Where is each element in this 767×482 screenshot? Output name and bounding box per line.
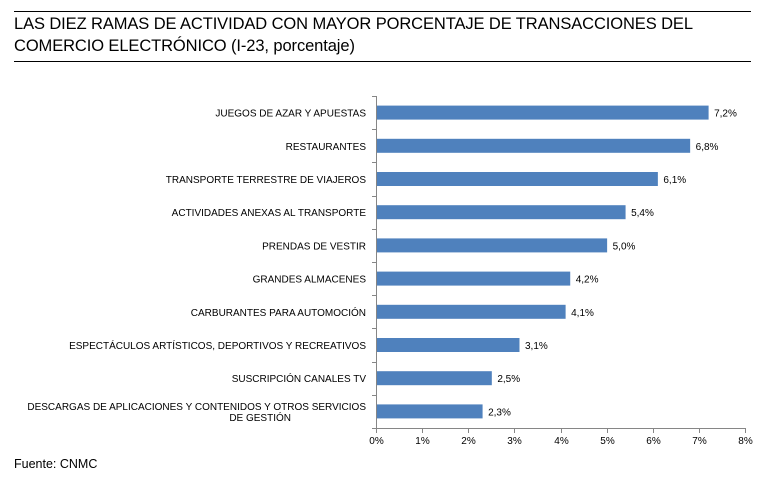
x-tick-label: 3% — [507, 436, 522, 447]
bar — [376, 105, 709, 120]
x-tick-label: 8% — [738, 436, 753, 447]
category-label: JUEGOS DE AZAR Y APUESTAS — [215, 109, 366, 120]
bar — [376, 138, 691, 153]
category-label-line: ESPECTÁCULOS ARTÍSTICOS, DEPORTIVOS Y RE… — [69, 339, 366, 352]
bar — [376, 205, 626, 220]
category-label-line: ACTIVIDADES ANEXAS AL TRANSPORTE — [172, 208, 367, 219]
chart-title-line-1: LAS DIEZ RAMAS DE ACTIVIDAD CON MAYOR PO… — [14, 15, 693, 33]
bar — [376, 338, 520, 352]
bar — [376, 238, 608, 253]
data-label: 2,3% — [488, 407, 511, 418]
category-label-line: SUSCRIPCIÓN CANALES TV — [232, 372, 367, 385]
category-label: TRANSPORTE TERRESTRE DE VIAJEROS — [166, 175, 367, 186]
data-label: 5,0% — [613, 241, 636, 252]
category-label: SUSCRIPCIÓN CANALES TV — [232, 372, 367, 385]
x-tick-label: 1% — [415, 436, 430, 447]
category-label-line: TRANSPORTE TERRESTRE DE VIAJEROS — [166, 175, 367, 186]
data-label: 3,1% — [525, 341, 548, 352]
source-note: Fuente: CNMC — [14, 457, 98, 471]
bar — [376, 172, 658, 186]
x-tick-label: 4% — [554, 436, 569, 447]
chart-title: LAS DIEZ RAMAS DE ACTIVIDAD CON MAYOR PO… — [14, 13, 751, 57]
x-tick-label: 5% — [600, 436, 615, 447]
category-label: RESTAURANTES — [286, 142, 367, 153]
chart-title-line-2: COMERCIO ELECTRÓNICO (I-23, porcentaje) — [14, 37, 355, 55]
x-tick-label: 2% — [461, 436, 476, 447]
data-label: 6,8% — [696, 142, 719, 153]
title-bottom-rule — [14, 61, 751, 62]
bar — [376, 271, 571, 286]
data-label: 7,2% — [714, 109, 737, 120]
x-tick-label: 0% — [369, 436, 384, 447]
category-label-line: RESTAURANTES — [286, 142, 367, 153]
data-label: 4,1% — [571, 308, 594, 319]
category-label-line: GRANDES ALMACENES — [253, 275, 367, 286]
category-label: PRENDAS DE VESTIR — [262, 241, 366, 252]
category-label: DESCARGAS DE APLICACIONES Y CONTENIDOS Y… — [27, 402, 366, 424]
x-tick-label: 7% — [692, 436, 707, 447]
bar — [376, 371, 492, 386]
data-label: 4,2% — [576, 275, 599, 286]
category-label: ESPECTÁCULOS ARTÍSTICOS, DEPORTIVOS Y RE… — [69, 339, 366, 352]
category-label-line: CARBURANTES PARA AUTOMOCIÓN — [191, 306, 366, 319]
data-label: 2,5% — [497, 374, 520, 385]
bar — [376, 304, 566, 319]
category-label-line: DESCARGAS DE APLICACIONES Y CONTENIDOS Y… — [27, 402, 366, 413]
category-label-line: DE GESTIÓN — [229, 411, 291, 424]
data-label: 6,1% — [663, 175, 686, 186]
category-label: CARBURANTES PARA AUTOMOCIÓN — [191, 306, 366, 319]
title-top-rule — [14, 11, 751, 12]
bar — [376, 404, 483, 419]
x-tick-label: 6% — [646, 436, 661, 447]
category-label: GRANDES ALMACENES — [253, 275, 367, 286]
category-label: ACTIVIDADES ANEXAS AL TRANSPORTE — [172, 208, 367, 219]
category-label-line: PRENDAS DE VESTIR — [262, 241, 366, 252]
data-label: 5,4% — [631, 208, 654, 219]
category-label-line: JUEGOS DE AZAR Y APUESTAS — [215, 109, 366, 120]
